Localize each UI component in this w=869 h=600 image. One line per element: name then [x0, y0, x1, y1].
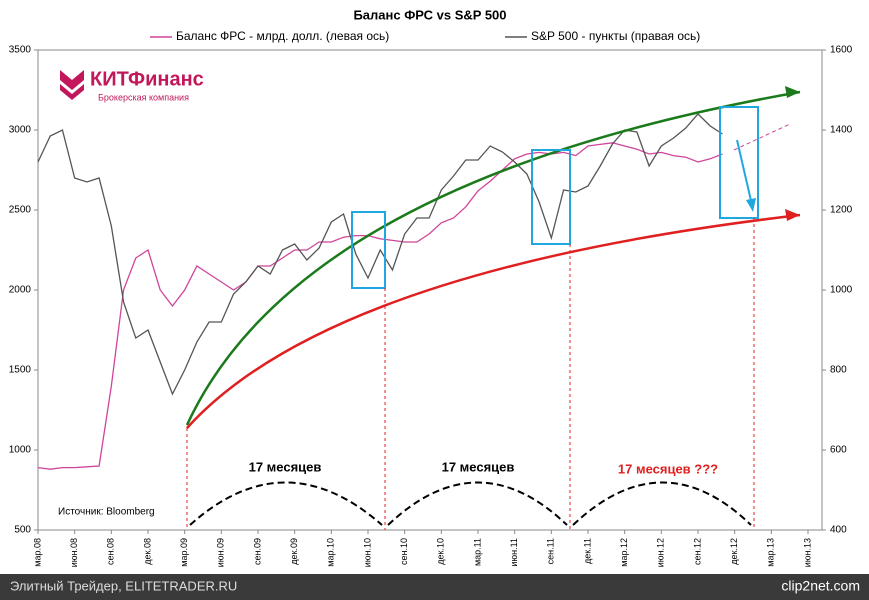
series-line [37, 113, 723, 396]
footer-source: Элитный Трейдер, ELITETRADER.RU [10, 578, 237, 593]
drop-arrow [736, 139, 753, 206]
y2-tick-label: 1200 [830, 205, 853, 216]
projection-line [733, 123, 791, 151]
y-tick-label: 3000 [9, 125, 32, 136]
watermark: clip2net.com [781, 578, 860, 594]
highlight-box [719, 106, 759, 219]
arrow-head [785, 209, 800, 221]
x-tick-label: мар.08 [32, 538, 42, 567]
period-arc [387, 481, 568, 526]
source-note: Источник: Bloomberg [58, 507, 155, 518]
period-arc [189, 481, 383, 526]
x-tick-label: сен.10 [399, 538, 409, 565]
x-tick-label: сен.12 [692, 538, 702, 565]
x-tick-label: мар.13 [766, 538, 776, 567]
x-tick-label: мар.09 [179, 538, 189, 567]
x-tick-label: дек.11 [582, 538, 592, 564]
x-tick-label: мар.10 [326, 538, 336, 567]
x-tick-label: июн.11 [509, 538, 519, 567]
x-tick-label: мар.12 [619, 538, 629, 567]
y2-tick-label: 1600 [830, 45, 853, 56]
x-tick-label: сен.11 [546, 538, 556, 564]
x-tick-label: июн.13 [802, 538, 812, 567]
y-tick-label: 1500 [9, 365, 32, 376]
y2-tick-label: 800 [830, 365, 847, 376]
chart-title: Баланс ФРС vs S&P 500 [353, 7, 506, 22]
logo: КИТФинанс Брокерская компания [60, 68, 204, 102]
x-tick-label: сен.08 [106, 538, 116, 565]
annotation: 17 месяцев [442, 459, 515, 474]
highlight-box [531, 149, 571, 245]
x-tick-label: дек.08 [142, 538, 152, 565]
annotation: 17 месяцев ??? [618, 461, 718, 476]
series-line [37, 142, 723, 470]
x-tick-label: июн.10 [362, 538, 372, 567]
logo-name: КИТФинанс [90, 68, 204, 90]
legend-label: Баланс ФРС - млрд. долл. (левая ось) [176, 29, 389, 43]
y2-tick-label: 600 [830, 445, 847, 456]
trend-curve [186, 213, 801, 429]
x-tick-label: июн.08 [69, 538, 79, 567]
logo-mark [60, 70, 84, 100]
y-tick-label: 2000 [9, 285, 32, 296]
y2-tick-label: 1400 [830, 125, 853, 136]
y-tick-label: 1000 [9, 445, 32, 456]
y-tick-label: 500 [14, 525, 31, 536]
legend-label: S&P 500 - пункты (правая ось) [531, 29, 700, 43]
footer-bar [0, 574, 869, 600]
y2-tick-label: 400 [830, 525, 847, 536]
y2-tick-label: 1000 [830, 285, 853, 296]
x-tick-label: дек.10 [436, 538, 446, 565]
y-tick-label: 2500 [9, 205, 32, 216]
x-tick-label: сен.09 [252, 538, 262, 565]
x-tick-label: дек.09 [289, 538, 299, 565]
arrow-head [746, 198, 756, 212]
x-tick-label: мар.11 [472, 538, 482, 566]
highlight-box [351, 211, 386, 289]
arrow-head [785, 86, 800, 98]
y-tick-label: 3500 [9, 45, 32, 56]
annotation: 17 месяцев [249, 459, 322, 474]
period-arc [572, 481, 752, 526]
trend-curve [185, 90, 801, 426]
x-tick-label: дек.12 [729, 538, 739, 565]
logo-subtitle: Брокерская компания [98, 92, 189, 102]
annotation-shapes [185, 86, 801, 530]
x-tick-label: июн.12 [656, 538, 666, 567]
x-tick-label: июн.09 [216, 538, 226, 567]
